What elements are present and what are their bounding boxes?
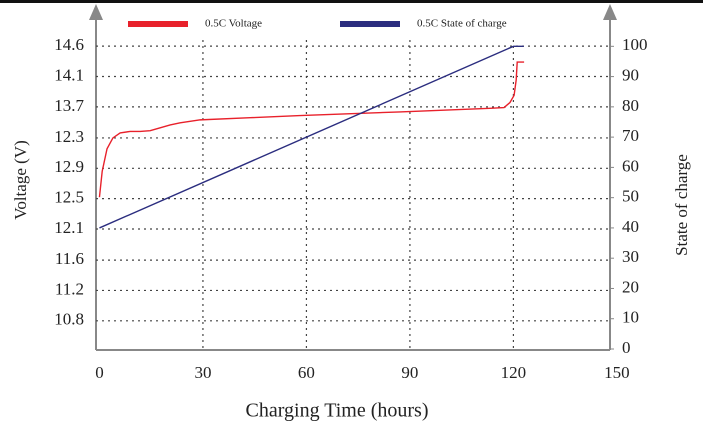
y-tick-label: 11.6: [55, 249, 84, 268]
x-tick-label: 60: [298, 363, 315, 382]
top-border: [0, 0, 703, 3]
y-tick-label: 12.1: [54, 218, 84, 237]
series-line: [99, 45, 524, 229]
legend-label: 0.5C Voltage: [205, 18, 262, 30]
y2-axis-title: State of charge: [672, 154, 691, 256]
legend-label: 0.5C State of charge: [417, 18, 507, 30]
x-tick-label: 120: [501, 363, 527, 382]
y2-tick-label: 30: [622, 247, 639, 266]
y2-tick-label: 100: [622, 35, 648, 54]
y-tick-label: 14.6: [54, 35, 84, 54]
y-tick-label: 10.8: [54, 310, 84, 329]
y2-axis-arrow: [603, 4, 617, 20]
y2-tick-label: 60: [622, 156, 639, 175]
y2-tick-label: 0: [622, 338, 631, 357]
y-tick-label: 12.9: [54, 157, 84, 176]
x-tick-label: 30: [194, 363, 211, 382]
legend-swatch: [340, 21, 400, 27]
y-tick-label: 12.3: [54, 127, 84, 146]
y2-tick-label: 90: [622, 65, 639, 84]
y-tick-label: 11.2: [55, 279, 84, 298]
y-tick-label: 13.7: [54, 96, 84, 115]
y-tick-label: 14.1: [54, 65, 84, 84]
y2-tick-label: 40: [622, 217, 639, 236]
y-tick-label: 12.5: [54, 188, 84, 207]
x-tick-label: 150: [604, 363, 630, 382]
y2-tick-label: 50: [622, 187, 639, 206]
y-axis-title: Voltage (V): [11, 140, 30, 219]
y2-tick-label: 10: [622, 308, 639, 327]
series-line: [98, 61, 525, 198]
legend-swatch: [128, 21, 188, 27]
y2-tick-label: 20: [622, 277, 639, 296]
y2-tick-label: 80: [622, 96, 639, 115]
x-axis-title: Charging Time (hours): [246, 400, 429, 422]
x-tick-label: 90: [401, 363, 418, 382]
x-tick-label: 0: [95, 363, 104, 382]
y-axis-arrow: [89, 4, 103, 20]
y2-tick-label: 70: [622, 126, 639, 145]
